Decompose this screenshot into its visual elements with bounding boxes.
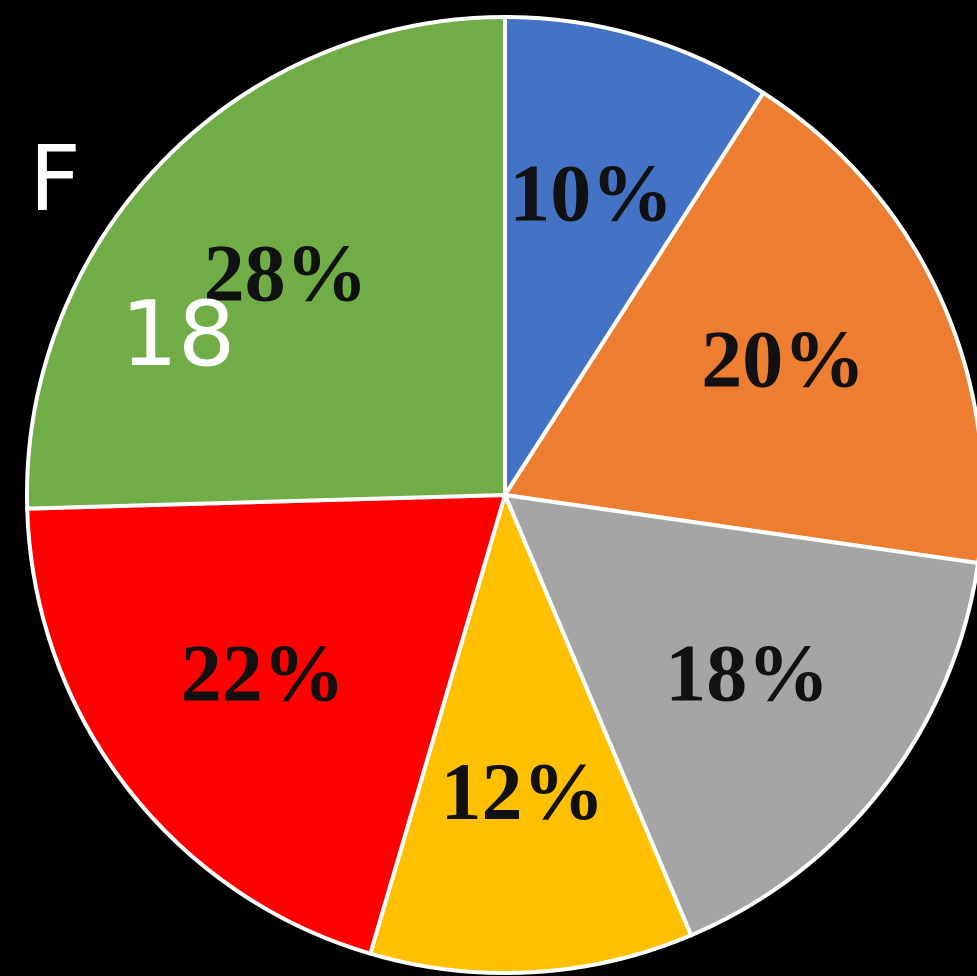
value-label: 12% <box>440 746 604 837</box>
pie-slice <box>367 489 694 975</box>
annotation: F <box>29 127 81 232</box>
pie-slice <box>501 90 977 565</box>
value-label: 22% <box>181 628 345 719</box>
annotation: 18 <box>121 282 236 387</box>
pie-slice <box>503 14 767 502</box>
value-label: 10% <box>509 147 673 238</box>
pie-slice <box>501 492 977 938</box>
pie-slice <box>25 14 507 511</box>
pie-slice <box>25 492 508 957</box>
value-label: 18% <box>665 628 829 719</box>
value-label: 28% <box>204 228 368 319</box>
value-label: 20% <box>701 314 865 405</box>
